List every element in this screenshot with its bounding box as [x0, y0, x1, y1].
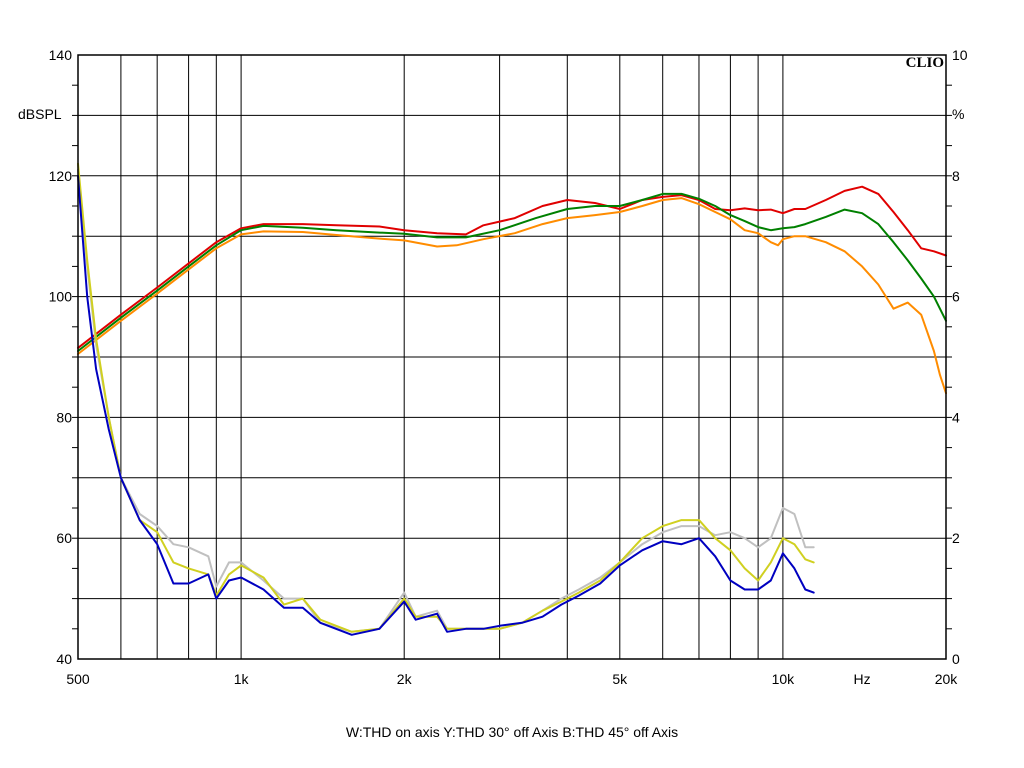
y-right-tick-labels: 0 2 4 6 8 10 — [952, 47, 968, 667]
y-right-tick-label: 0 — [952, 651, 960, 667]
y-right-tick-label: 4 — [952, 409, 960, 425]
plot-frame — [77, 54, 947, 660]
y-left-tick-label: 140 — [49, 47, 73, 63]
y-left-tick-label: 100 — [49, 289, 73, 305]
x-tick-label: 2k — [397, 671, 413, 687]
x-tick-label: 5k — [612, 671, 628, 687]
series — [77, 162, 947, 636]
x-tick-label: 500 — [66, 671, 90, 687]
clio-brand-label: CLIO — [906, 55, 944, 71]
y-right-tick-label: 10 — [952, 47, 968, 63]
y-left-tick-label: 60 — [56, 530, 72, 546]
y-right-tick-label: 6 — [952, 289, 960, 305]
legend-text: W:THD on axis Y:THD 30° off Axis B:THD 4… — [346, 724, 678, 740]
x-tick-label: 20k — [935, 671, 959, 687]
y-left-tick-labels: 40 60 80 100 120 140 — [49, 47, 73, 667]
x-tick-label: 1k — [234, 671, 250, 687]
y-right-unit-label: % — [952, 106, 964, 122]
series-line-5 — [77, 162, 815, 633]
x-tick-labels: 500 1k 2k 5k 10k Hz 20k — [66, 671, 958, 687]
series-line-2 — [77, 192, 947, 352]
series-line-1 — [77, 185, 947, 349]
x-tick-label: 10k — [772, 671, 796, 687]
y-right-tick-label: 2 — [952, 530, 960, 546]
series-line-6 — [77, 174, 815, 636]
y-left-tick-label: 120 — [49, 168, 73, 184]
y-left-tick-label: 40 — [56, 651, 72, 667]
y-right-tick-label: 8 — [952, 168, 960, 184]
grid — [72, 55, 952, 659]
series-line-3 — [77, 197, 947, 395]
y-left-unit-label: dBSPL — [18, 106, 62, 122]
y-left-tick-label: 80 — [56, 409, 72, 425]
x-tick-label: Hz — [854, 671, 871, 687]
